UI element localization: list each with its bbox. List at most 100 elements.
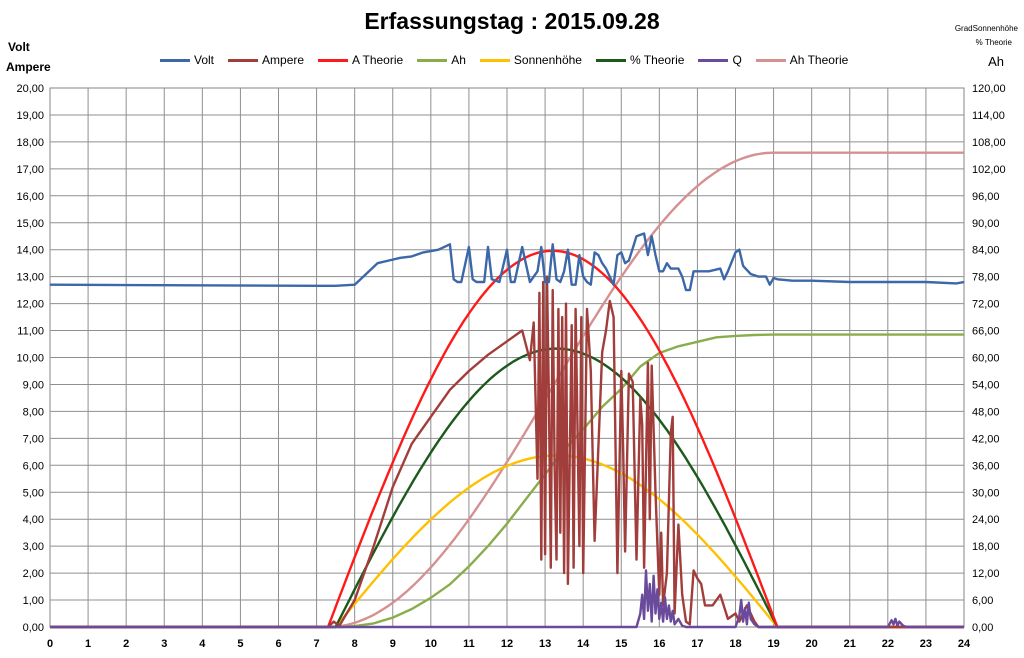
x-tick-label: 6 [275,638,281,650]
y-left-tick-label: 2,00 [23,568,44,580]
x-tick-label: 22 [882,638,894,650]
x-tick-label: 21 [844,638,856,650]
x-tick-label: 16 [653,638,665,650]
y-right-tick-label: 54,00 [972,379,1000,391]
x-tick-label: 19 [767,638,779,650]
y-left-tick-label: 20,00 [16,83,44,95]
legend-swatch-a-theorie [318,58,349,62]
legend-item-sonnenhoehe: Sonnenhöhe [479,52,582,68]
y-left-tick-label: 12,00 [16,299,44,311]
x-tick-label: 1 [85,638,91,650]
series-line-ah-theorie [50,151,964,629]
y-right-tick-label: 108,00 [972,137,1006,149]
y-left-tick-label: 17,00 [16,164,44,176]
x-tick-label: 17 [691,638,703,650]
series-line-ampere [50,275,964,629]
legend-swatch-ah [417,58,448,62]
x-tick-label: 3 [161,638,167,650]
legend-swatch-q [698,58,729,62]
legend-item-ampere: Ampere [228,52,304,68]
y-right-tick-label: 72,00 [972,299,1000,311]
y-left-label-ampere: Ampere [6,60,51,74]
y-left-tick-label: 6,00 [23,460,44,472]
y-left-tick-label: 13,00 [16,272,44,284]
y-right-tick-label: 90,00 [972,218,1000,230]
x-tick-label: 10 [425,638,437,650]
x-tick-label: 13 [539,638,551,650]
x-tick-label: 15 [615,638,627,650]
legend-label-q: Q [732,53,742,67]
y-left-tick-label: 18,00 [16,137,44,149]
y-right-tick-label: 66,00 [972,326,1000,338]
y-left-tick-label: 14,00 [16,245,44,257]
y-right-tick-label: 96,00 [972,191,1000,203]
y-right-tick-label: 60,00 [972,353,1000,365]
series-line-volt [49,232,965,292]
y-right-tick-label: 42,00 [972,433,1000,445]
x-tick-label: 4 [199,638,206,650]
x-tick-label: 20 [806,638,818,650]
y-right-tick-label: 18,00 [972,541,1000,553]
legend-label-ampere: Ampere [262,53,305,67]
x-tick-label: 14 [577,638,590,650]
legend-swatch-prozent-theorie [595,58,626,62]
x-tick-label: 8 [352,638,358,650]
legend-label-ah-theorie: Ah Theorie [789,53,849,67]
y-left-tick-label: 15,00 [16,218,44,230]
y-left-tick-label: 19,00 [16,110,44,122]
y-right-tick-label: 12,00 [972,568,1000,580]
x-tick-label: 11 [463,638,475,650]
legend-swatch-ampere [228,58,259,62]
legend-item-q: Q [698,52,742,68]
y-left-tick-label: 1,00 [23,595,44,607]
y-right-label-ah: Ah [988,54,1004,69]
series-line-q [50,569,964,629]
legend-swatch-ah-theorie [755,58,786,62]
x-tick-label: 2 [123,638,129,650]
x-tick-label: 5 [237,638,243,650]
y-left-tick-label: 8,00 [23,406,44,418]
y-left-tick-label: 7,00 [23,433,44,445]
y-left-tick-label: 10,00 [16,353,44,365]
y-left-tick-label: 11,00 [17,326,44,338]
legend-item-ah: Ah [417,52,466,68]
x-tick-label: 24 [958,638,971,650]
y-left-tick-label: 3,00 [23,541,44,553]
y-right-tick-label: 48,00 [972,406,1000,418]
legend-label-ah: Ah [451,53,466,67]
y-right-label-theorie: % Theorie [975,38,1012,47]
y-right-label-sonnenhoehe: GradSonnenhöhe [954,24,1018,33]
y-right-tick-label: 24,00 [972,514,1000,526]
legend-item-a-theorie: A Theorie [318,52,403,68]
y-left-tick-label: 16,00 [16,191,44,203]
x-tick-label: 7 [314,638,320,650]
y-left-tick-label: 0,00 [23,622,44,634]
y-right-tick-label: 30,00 [972,487,1000,499]
y-left-label-volt: Volt [8,40,30,54]
y-right-tick-label: 0,00 [972,622,993,634]
legend-label-a-theorie: A Theorie [352,53,404,67]
legend-item-prozent-theorie: % Theorie [595,52,685,68]
y-right-tick-label: 102,00 [972,164,1006,176]
x-tick-label: 0 [47,638,53,650]
legend: Volt Ampere A Theorie Ah Sonnenhöhe % Th… [160,52,848,68]
legend-item-ah-theorie: Ah Theorie [755,52,849,68]
y-right-tick-label: 84,00 [972,245,1000,257]
y-left-tick-label: 9,00 [23,379,44,391]
legend-label-prozent-theorie: % Theorie [629,53,685,67]
legend-swatch-sonnenhoehe [479,58,510,62]
x-tick-label: 23 [920,638,932,650]
y-right-tick-label: 78,00 [972,272,1000,284]
legend-swatch-volt [160,58,190,62]
x-tick-label: 18 [729,638,741,650]
legend-item-volt: Volt [160,52,214,68]
y-right-tick-label: 36,00 [972,460,1000,472]
chart-title: Erfassungstag : 2015.09.28 [364,8,660,34]
series-line-prozent-theorie [50,347,964,629]
y-right-tick-label: 120,00 [972,83,1006,95]
x-tick-label: 12 [501,638,513,650]
legend-label-sonnenhoehe: Sonnenhöhe [513,53,582,67]
legend-label-volt: Volt [194,53,215,67]
x-tick-label: 9 [390,638,396,650]
